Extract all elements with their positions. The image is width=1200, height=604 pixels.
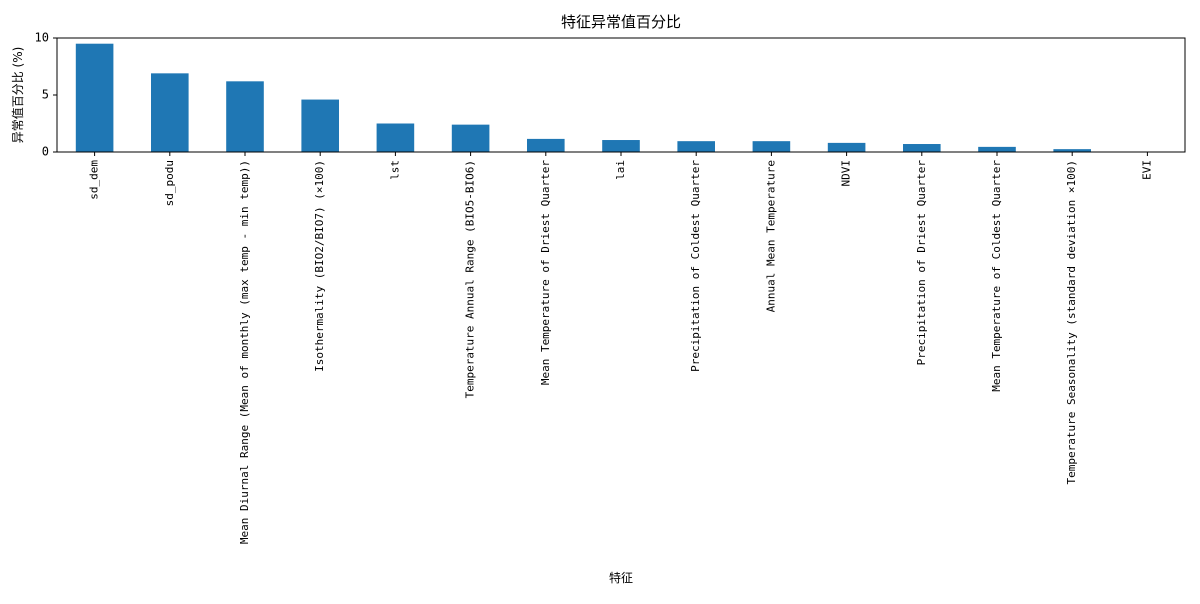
x-axis-label: 特征 [609, 570, 633, 585]
x-tick-label: Mean Temperature of Driest Quarter [539, 160, 552, 386]
bar [226, 81, 264, 152]
bar [903, 144, 941, 152]
y-tick-label: 10 [35, 31, 49, 45]
bar [602, 140, 640, 152]
x-tick-label: Precipitation of Driest Quarter [915, 160, 928, 366]
x-tick-label: lst [388, 160, 401, 180]
bar [1053, 149, 1091, 152]
bars-group [75, 43, 1091, 153]
x-tick-label: sd_dem [88, 160, 101, 200]
y-tick-label: 5 [42, 88, 49, 102]
bar [677, 141, 715, 152]
y-axis-label: 异常值百分比 (%) [10, 47, 25, 144]
bar [752, 141, 791, 152]
chart-title: 特征异常值百分比 [561, 13, 681, 31]
x-tick-label: Mean Temperature of Coldest Quarter [990, 160, 1003, 392]
bar [301, 99, 339, 152]
x-axis: sd_dem sd_podu Mean Diurnal Range (Mean of… [88, 152, 1153, 544]
x-tick-label: Isothermality (BIO2/BIO7) (×100) [313, 160, 326, 372]
x-tick-label: lai [614, 160, 627, 180]
x-tick-label: Mean Diurnal Range (Mean of monthly (max… [238, 160, 251, 544]
bar [827, 142, 866, 152]
x-tick-label: Annual Mean Temperature [764, 160, 777, 312]
bar [527, 138, 565, 152]
x-tick-label: Precipitation of Coldest Quarter [689, 160, 702, 372]
y-axis: 0 5 10 [35, 31, 57, 159]
bar [151, 73, 189, 152]
x-tick-label: sd_podu [163, 160, 176, 206]
bar [376, 123, 415, 152]
x-tick-label: EVI [1140, 160, 1153, 180]
x-tick-label: NDVI [840, 160, 853, 187]
bar [451, 124, 490, 152]
x-tick-label: Temperature Annual Range (BIO5-BIO6) [464, 160, 477, 398]
bar [978, 146, 1016, 152]
y-tick-label: 0 [42, 145, 49, 159]
bar [75, 43, 114, 153]
x-tick-label: Temperature Seasonality (standard deviat… [1065, 160, 1078, 485]
